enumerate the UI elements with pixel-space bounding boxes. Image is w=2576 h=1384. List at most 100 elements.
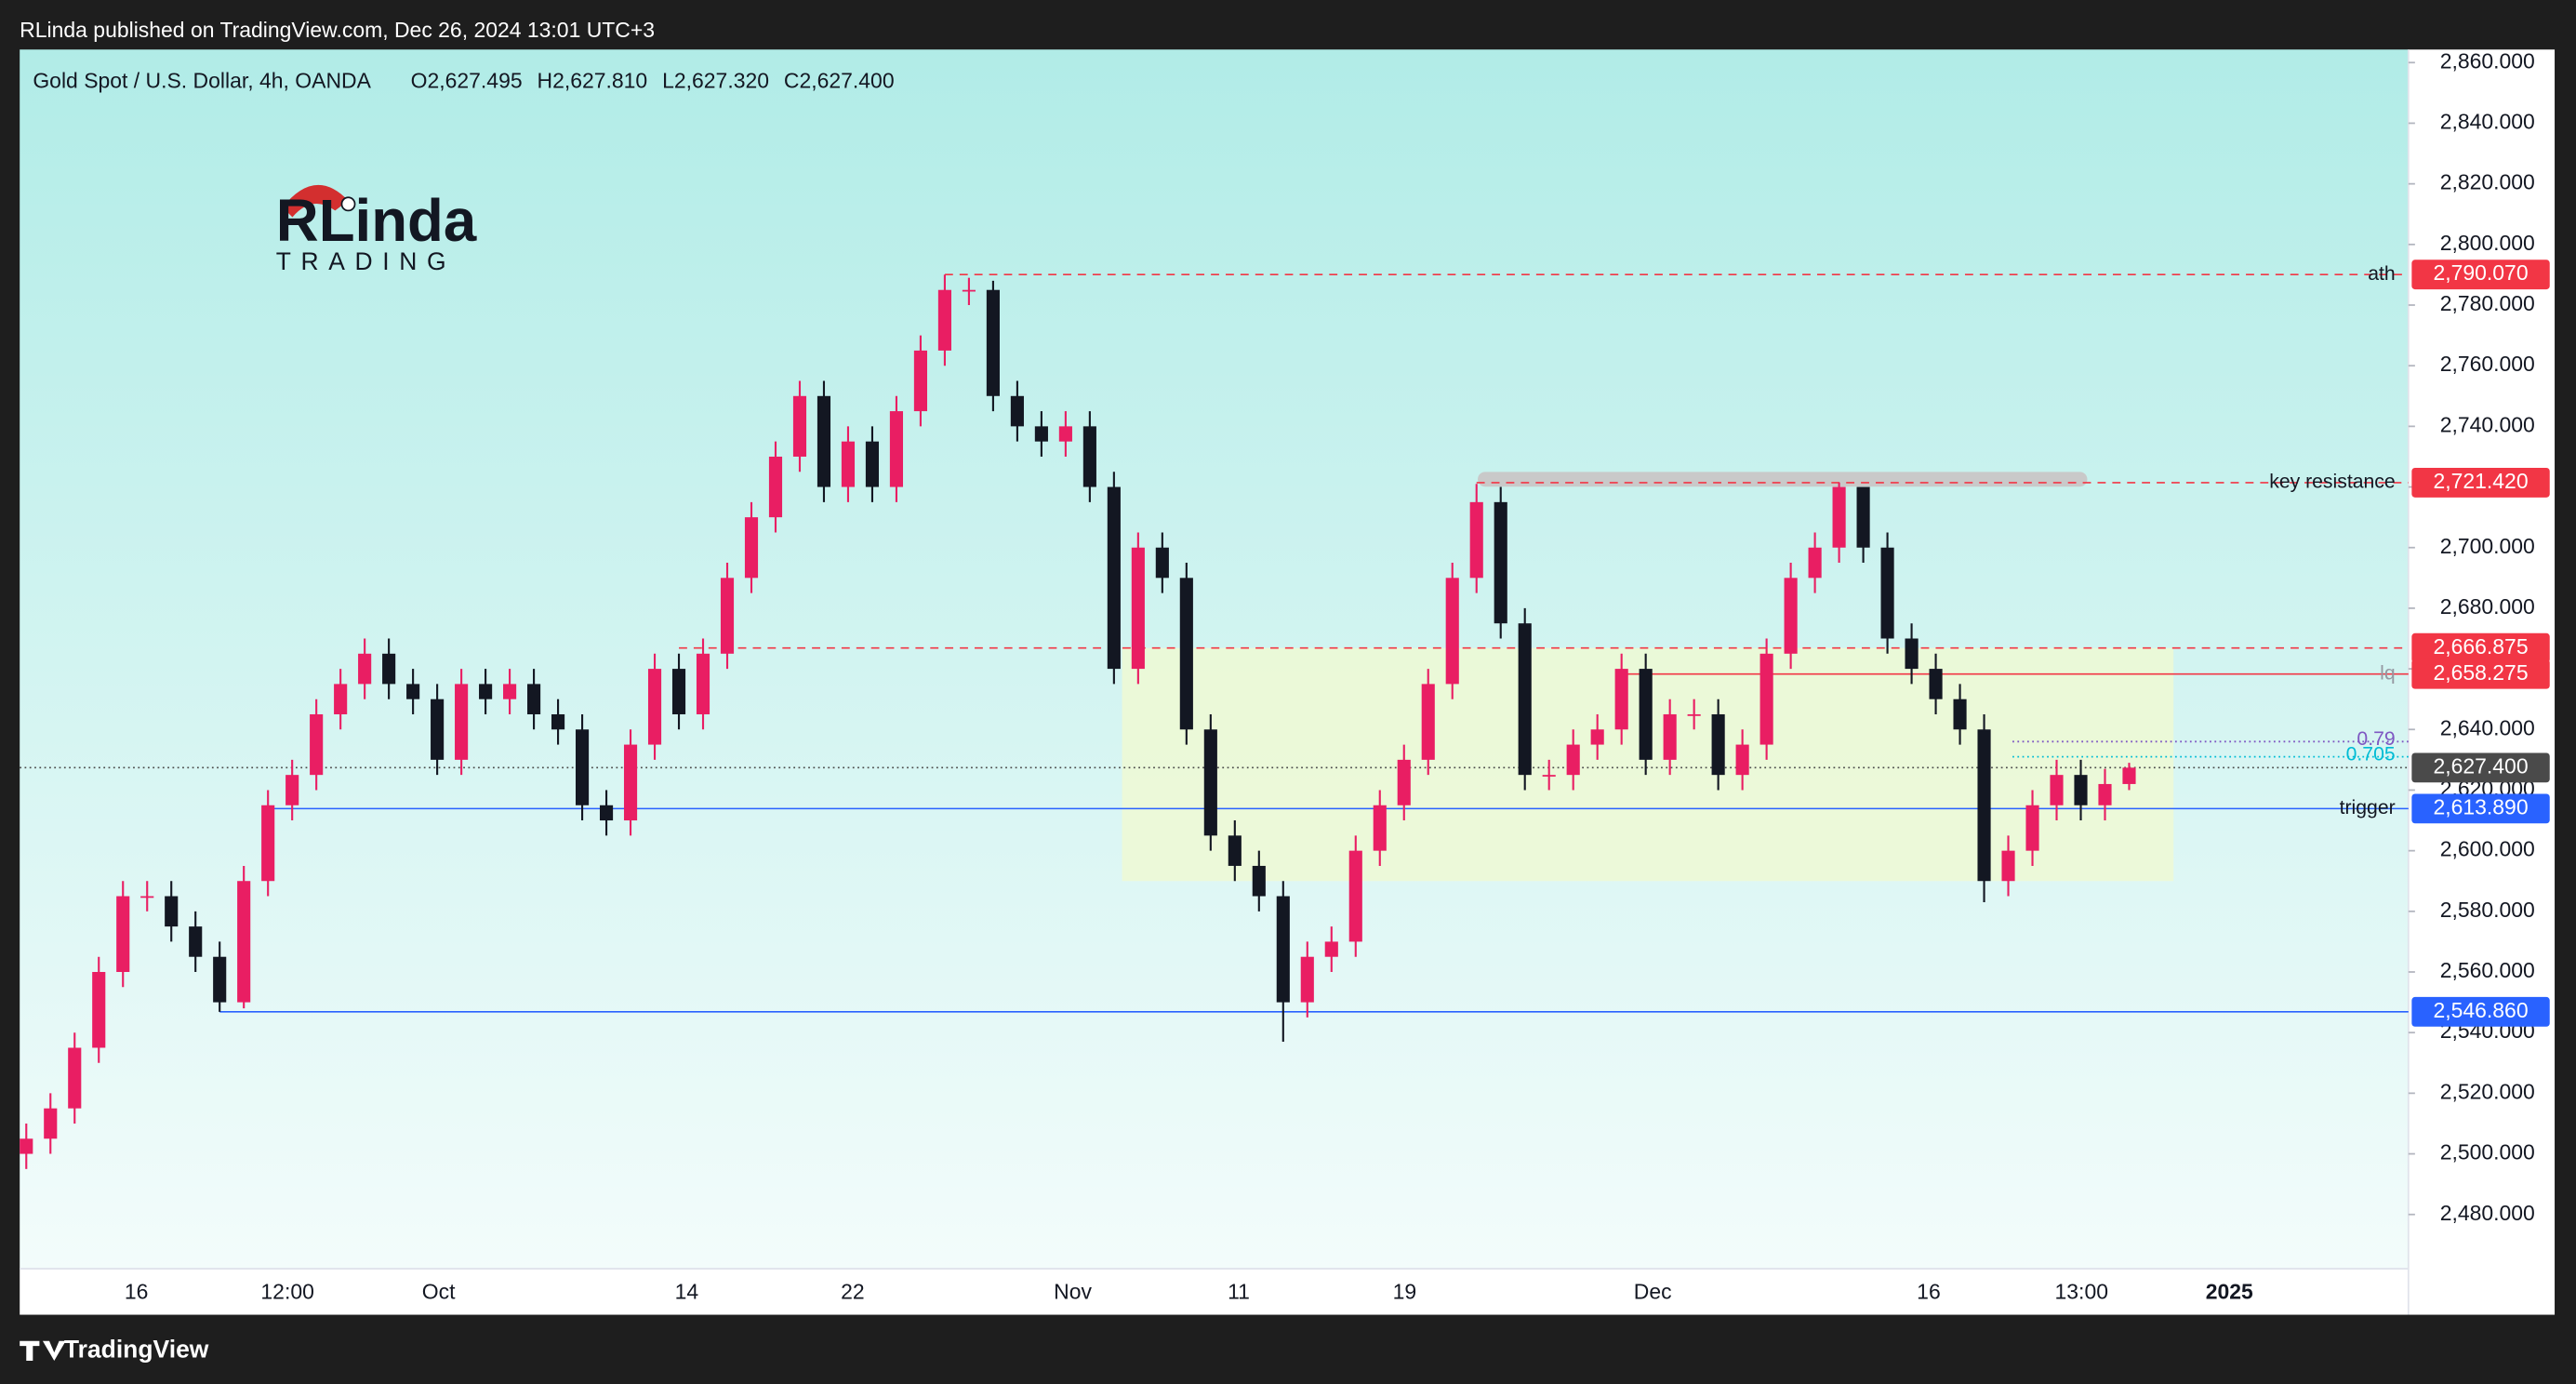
candle-body	[1687, 713, 1701, 716]
candle-body	[334, 684, 348, 714]
price-tag-label: 2,790.070	[2433, 260, 2528, 285]
candle-body	[1759, 653, 1773, 745]
publish-info: RLinda published on TradingView.com, Dec…	[20, 18, 655, 42]
candle-body	[671, 669, 686, 714]
candle-body	[1953, 699, 1967, 730]
price-tag-label: 2,627.400	[2433, 753, 2528, 778]
price-tag	[2411, 752, 2550, 783]
candle-body	[1034, 426, 1048, 442]
x-tick-label: Oct	[422, 1280, 456, 1304]
candle-body	[986, 289, 1000, 396]
price-tag-label: 2,721.420	[2433, 469, 2528, 493]
chart: 0.790.705 ath key resistance lq trigger	[20, 263, 2409, 1169]
candle-body	[165, 896, 179, 927]
candle-body	[479, 684, 493, 699]
candle-body	[92, 972, 106, 1048]
price-tag-label: 2,658.275	[2433, 660, 2528, 685]
candle-body	[1905, 638, 1919, 670]
candle-body	[937, 289, 951, 351]
price-tag	[2411, 468, 2550, 498]
brand: TradingView	[20, 1335, 209, 1363]
candle-body	[696, 653, 710, 714]
candle-body	[68, 1047, 82, 1109]
candle-body	[1639, 669, 1653, 760]
candle-body	[2098, 783, 2112, 805]
candle-body	[20, 1138, 33, 1154]
candle-body	[720, 578, 735, 654]
x-tick-label: 16	[125, 1280, 149, 1304]
x-tick-label: Nov	[1054, 1280, 1092, 1304]
price-tag-label: 2,546.860	[2433, 998, 2528, 1022]
candle-body	[913, 350, 928, 412]
candle-body	[1421, 684, 1435, 760]
candle-body	[1300, 956, 1314, 1003]
candle-body	[647, 669, 662, 745]
y-tick-label: 2,600.000	[2440, 837, 2535, 861]
candle-body	[1711, 713, 1725, 776]
candle-body	[1566, 744, 1580, 776]
candle-body	[551, 713, 565, 730]
x-tick-label: 22	[841, 1280, 865, 1304]
price-tag	[2411, 996, 2550, 1027]
candle-body	[1542, 775, 1556, 777]
candle-body	[1252, 865, 1266, 897]
candle-body	[2122, 767, 2136, 784]
level-name: lq	[2380, 662, 2396, 684]
candle-body	[865, 441, 880, 487]
candle-body	[2025, 805, 2039, 851]
candle-body	[1735, 744, 1749, 776]
candle-body	[455, 684, 469, 760]
price-tag	[2411, 632, 2550, 663]
candle-body	[1590, 729, 1604, 745]
y-tick-label: 2,800.000	[2440, 231, 2535, 255]
candle-body	[1324, 941, 1338, 957]
candle-body	[1808, 547, 1822, 579]
y-tick-label: 2,680.000	[2440, 594, 2535, 619]
candle-body	[2074, 775, 2088, 805]
ohlc-label: O2,627.495	[411, 69, 523, 93]
candle-body	[1348, 850, 1362, 942]
candle-body	[768, 456, 783, 518]
candle-body	[1445, 578, 1459, 685]
candle-body	[382, 653, 396, 685]
candle-body	[1832, 486, 1846, 548]
candle-body	[1929, 669, 1943, 699]
candle-body	[744, 517, 759, 579]
candle-body	[2050, 775, 2064, 805]
candle-body	[1155, 547, 1169, 579]
candle-body	[1082, 426, 1096, 487]
candle-body	[1469, 501, 1483, 579]
candle-body	[599, 805, 614, 821]
x-tick-label: 11	[1228, 1280, 1250, 1304]
candle-body	[116, 896, 130, 973]
price-tag-label: 2,666.875	[2433, 634, 2528, 659]
y-tick-label: 2,840.000	[2440, 110, 2535, 134]
candle-body	[1179, 578, 1193, 730]
candle-body	[44, 1108, 58, 1139]
candle-body	[140, 896, 154, 898]
level-name: trigger	[2340, 797, 2396, 818]
candle-body	[841, 441, 856, 487]
x-tick-label: 16	[1917, 1280, 1941, 1304]
candle-body	[431, 699, 445, 760]
fib-label: 0.705	[2346, 743, 2396, 765]
chart-title: Gold Spot / U.S. Dollar, 4h, OANDA	[33, 69, 371, 93]
candle-body	[1107, 486, 1121, 670]
ohlc-label: H2,627.810	[538, 69, 648, 93]
x-tick-label: Dec	[1634, 1280, 1672, 1304]
time-axis	[20, 1269, 2409, 1315]
x-tick-label: 13:00	[2055, 1280, 2108, 1304]
candle-body	[1203, 729, 1217, 836]
candle-body	[817, 395, 831, 487]
price-tag-label: 2,613.890	[2433, 794, 2528, 818]
candle-body	[1397, 759, 1411, 805]
logo-sub: TRADING	[276, 247, 456, 275]
x-tick-label: 19	[1393, 1280, 1417, 1304]
candle-body	[1494, 501, 1507, 624]
level-name: key resistance	[2269, 472, 2395, 493]
candle-body	[237, 881, 251, 1003]
candle-body	[792, 395, 807, 457]
brand-icon	[20, 1340, 66, 1361]
